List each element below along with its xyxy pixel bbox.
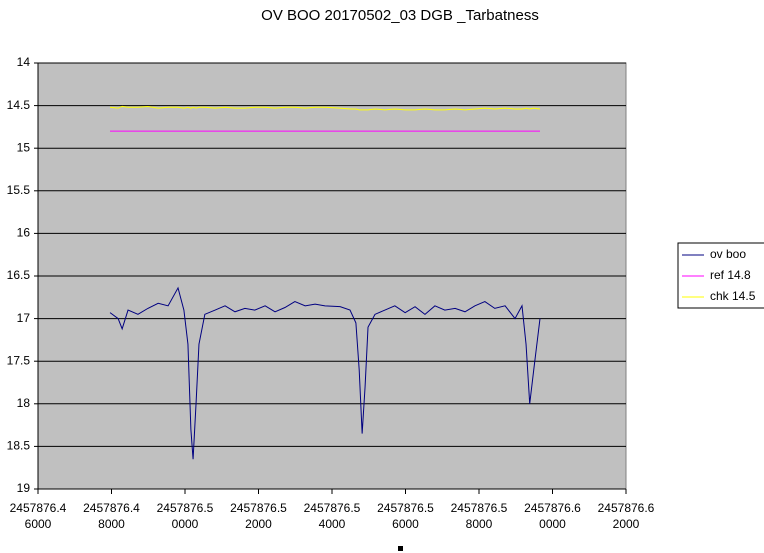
x-tick-label-line: 6000 [25, 517, 52, 531]
x-tick-label-line: 8000 [98, 517, 125, 531]
x-tick-label-line: 8000 [466, 517, 493, 531]
y-tick-label: 18.5 [7, 439, 31, 453]
x-tick-label: 2457876.5 6000 [377, 501, 434, 531]
series-line [109, 105, 541, 111]
x-tick-label: 2457876.5 0000 [157, 501, 214, 531]
x-tick-label-line: 0000 [539, 517, 566, 531]
x-tick-label: 2457876.6 0000 [524, 501, 581, 531]
y-tick-label: 17.5 [7, 353, 31, 367]
series-line [109, 286, 541, 460]
y-tick-label: 14 [17, 55, 31, 69]
legend-label: chk 14.5 [710, 289, 756, 303]
y-tick-label: 18 [17, 396, 31, 410]
x-tick-label-line: 2457876.4 [83, 501, 140, 515]
x-tick-label-line: 2457876.6 [598, 501, 655, 515]
x-tick-label-line: 2000 [245, 517, 272, 531]
x-tick-label-line: 2457876.4 [10, 501, 67, 515]
y-tick-label: 14.5 [7, 98, 31, 112]
marker [398, 546, 403, 551]
legend-label: ov boo [710, 247, 746, 261]
x-tick-label: 2457876.6 2000 [598, 501, 655, 531]
y-tick-label: 17 [17, 311, 31, 325]
x-tick-label-line: 2457876.5 [451, 501, 508, 515]
x-tick-label: 2457876.5 2000 [230, 501, 287, 531]
y-tick-label: 16 [17, 226, 31, 240]
x-tick-label-line: 2457876.5 [377, 501, 434, 515]
x-tick-label: 2457876.5 8000 [451, 501, 508, 531]
x-tick-label-line: 2000 [613, 517, 640, 531]
y-tick-label: 15.5 [7, 183, 31, 197]
y-tick-label: 15 [17, 140, 31, 154]
x-tick-label: 2457876.5 4000 [304, 501, 361, 531]
legend-label: ref 14.8 [710, 268, 751, 282]
x-tick-label-line: 0000 [172, 517, 199, 531]
chart-title: OV BOO 20170502_03 DGB _Tarbatness [261, 7, 539, 24]
x-tick-label-line: 2457876.5 [304, 501, 361, 515]
y-tick-label: 19 [17, 481, 31, 495]
y-tick-label: 16.5 [7, 268, 31, 282]
x-tick-label: 2457876.4 6000 [10, 501, 67, 531]
x-tick-label-line: 4000 [319, 517, 346, 531]
x-tick-label-line: 2457876.6 [524, 501, 581, 515]
x-tick-label-line: 2457876.5 [230, 501, 287, 515]
x-tick-label-line: 2457876.5 [157, 501, 214, 515]
x-tick-label-line: 6000 [392, 517, 419, 531]
x-tick-label: 2457876.4 8000 [83, 501, 140, 531]
